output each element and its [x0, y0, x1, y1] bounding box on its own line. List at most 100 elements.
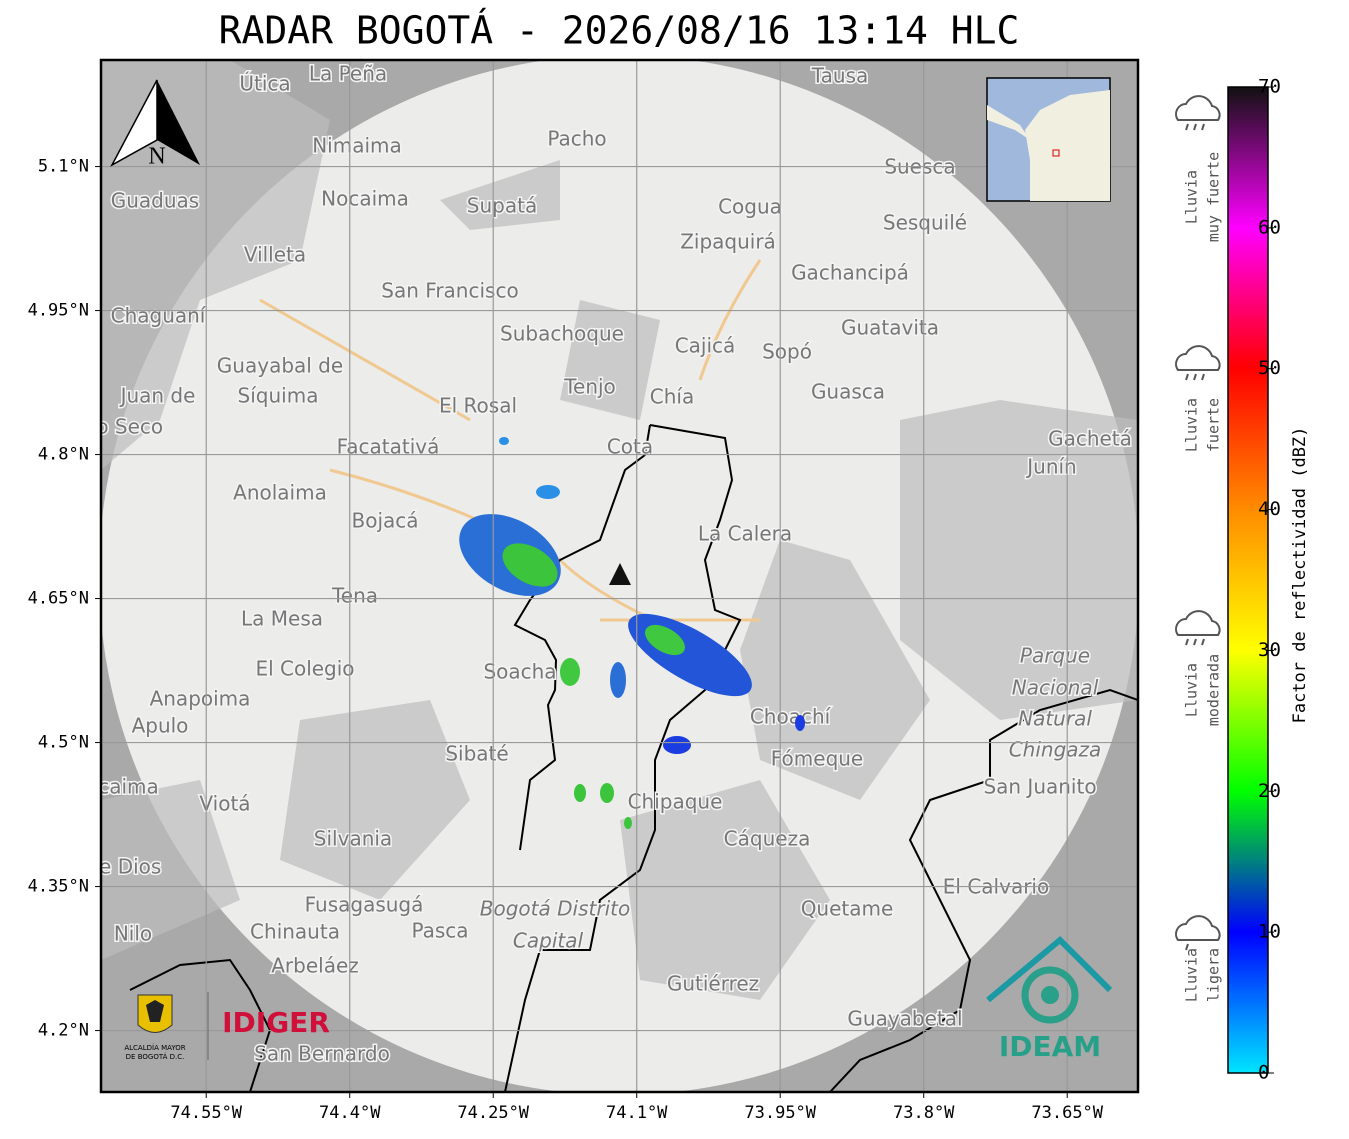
place-name: San Juanito: [983, 775, 1096, 799]
y-tick-label: 4.35°N: [28, 877, 89, 897]
place-name: Capital: [513, 929, 584, 953]
place-name: Parque: [1020, 644, 1090, 668]
y-tick-label: 4.65°N: [28, 589, 89, 609]
place-name: Nocaima: [321, 187, 409, 211]
drop: [1201, 373, 1205, 381]
place-name: Nacional: [1012, 676, 1099, 700]
place-name: El Rosal: [439, 394, 517, 418]
terrain: [101, 60, 1138, 1000]
place-name: Anolaima: [233, 481, 327, 505]
radar-site: [609, 563, 631, 585]
place-name: Juan de: [119, 384, 196, 408]
drop: [1185, 373, 1189, 381]
x-tick-label: 74.55°W: [170, 1103, 242, 1123]
ideam-logo: IDEAM: [986, 935, 1113, 1063]
place-name: Sibaté: [445, 742, 508, 766]
place-name: La Mesa: [241, 607, 323, 631]
colorbar-tick-label: 70: [1258, 76, 1281, 98]
rain-icon: [1175, 345, 1221, 381]
rain-category: Lluvia: [1183, 170, 1201, 224]
place-name: Sopó: [762, 340, 812, 364]
place-name: Fusagasugá: [305, 893, 424, 917]
map-frame: [99, 58, 1140, 1094]
cloud: [1175, 610, 1221, 636]
drop: [1201, 123, 1205, 131]
place-name: Gachetá: [1048, 427, 1132, 451]
x-tick-label: 73.95°W: [744, 1103, 816, 1123]
place-name: Pacho: [547, 127, 606, 151]
north-label: N: [148, 144, 165, 170]
y-tick-label: 4.95°N: [28, 301, 89, 321]
place-name: La Calera: [698, 522, 792, 546]
title: RADAR BOGOTÁ - 2026/08/16 13:14 HLC: [219, 9, 1020, 53]
cloud: [1175, 915, 1221, 941]
place-name: Chaguaní: [111, 304, 207, 328]
inset-map: [986, 77, 1111, 202]
place-name: Tausa: [811, 64, 869, 88]
x-tick-label: 73.65°W: [1031, 1103, 1103, 1123]
rain-category: Lluvia: [1183, 398, 1201, 452]
x-tick-label: 74.4°W: [319, 1103, 381, 1123]
y-tick-label: 4.2°N: [38, 1021, 89, 1041]
place-name: Río Seco: [77, 415, 163, 439]
place-name: La Peña: [309, 62, 387, 86]
rain-icon: [1175, 610, 1221, 646]
x-tick-label: 73.8°W: [893, 1103, 955, 1123]
place-name: San Francisco: [381, 279, 518, 303]
place-name: Choachí: [750, 705, 832, 729]
y-tick-label: 4.5°N: [38, 733, 89, 753]
place-name: Villeta: [244, 243, 306, 267]
cloud: [1175, 95, 1221, 121]
place-name: Junín: [1025, 455, 1076, 479]
radar-echoes: [459, 437, 805, 829]
place-name: Gutiérrez: [667, 972, 759, 996]
place-name: Supatá: [467, 194, 537, 218]
drop: [1185, 123, 1189, 131]
rain-category: ligera: [1205, 948, 1223, 1002]
place-name: Zipaquirá: [680, 230, 776, 254]
drop: [1193, 638, 1197, 646]
place-name: Tena: [331, 584, 378, 608]
drop: [1185, 638, 1189, 646]
y-tick-label: 5.1°N: [38, 157, 89, 177]
place-name: Útica: [239, 72, 290, 96]
y-tick-label: 4.8°N: [38, 445, 89, 465]
place-name: Bogotá Distrito: [480, 897, 630, 921]
drop: [1193, 123, 1197, 131]
place-name: Tocaima: [76, 775, 159, 799]
place-name: Guasca: [811, 380, 885, 404]
place-name: Quetame: [801, 897, 894, 921]
place-name: Cáqueza: [724, 827, 811, 851]
place-name: Pasca: [411, 919, 468, 943]
drop: [1185, 943, 1189, 951]
place-name: Cogua: [718, 195, 782, 219]
district-border: [504, 424, 742, 1092]
department-border: [129, 688, 1138, 1092]
colorbar-tick-label: 30: [1258, 639, 1281, 661]
place-name: Síquima: [238, 384, 319, 408]
ideam-text: IDEAM: [999, 1030, 1101, 1063]
place-name: San Bernardo: [254, 1042, 390, 1066]
colorbar-tick-label: 50: [1258, 357, 1281, 379]
alcaldia-text: ALCALDÍA MAYOR: [124, 1043, 185, 1052]
alcaldia-text: DE BOGOTÁ D.C.: [126, 1052, 185, 1061]
place-name: Guayabetal: [847, 1007, 962, 1031]
place-name: Agua de Dios: [29, 855, 162, 879]
place-name: Bojacá: [351, 509, 418, 533]
idiger-logo: IDIGER: [222, 1006, 330, 1039]
place-name: Nilo: [114, 922, 152, 946]
rain-category: Lluvia: [1183, 663, 1201, 717]
colorbar-label: Factor de reflectividad (dBZ): [1290, 427, 1310, 724]
place-name: Guaduas: [111, 189, 199, 213]
rain-icon: [1175, 915, 1221, 951]
place-name: Chingaza: [1009, 738, 1102, 762]
place-name: Sesquilé: [883, 211, 967, 235]
place-name: Natural: [1018, 707, 1092, 731]
cloud: [1175, 345, 1221, 371]
rain-category: moderada: [1205, 654, 1223, 726]
x-tick-label: 74.1°W: [606, 1103, 668, 1123]
rain-category: fuerte: [1205, 398, 1223, 452]
place-name: Chipaque: [628, 790, 723, 814]
